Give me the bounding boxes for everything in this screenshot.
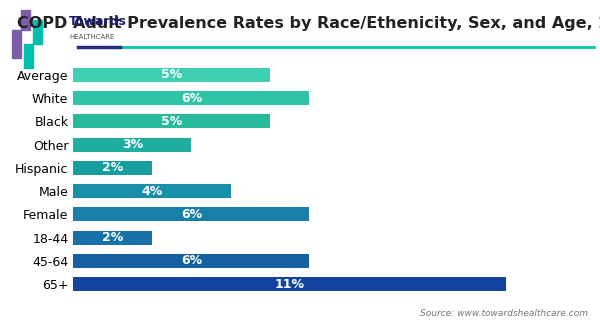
Bar (73, 277, 506, 291)
Bar (73, 114, 270, 128)
Text: COPD Adult Prevalence Rates by Race/Ethenicity, Sex, and Age, 2020: COPD Adult Prevalence Rates by Race/Ethe… (17, 16, 600, 31)
Text: 5%: 5% (161, 69, 182, 82)
Text: 4%: 4% (142, 185, 163, 198)
Text: Towards: Towards (69, 15, 127, 28)
Text: 6%: 6% (181, 92, 202, 105)
Bar (73, 161, 152, 175)
Bar (73, 231, 152, 245)
Polygon shape (12, 10, 29, 58)
Bar (73, 254, 310, 268)
Text: Source: www.towardshealthcare.com: Source: www.towardshealthcare.com (420, 309, 588, 318)
Text: 6%: 6% (181, 254, 202, 267)
Text: 2%: 2% (102, 231, 123, 244)
Polygon shape (24, 20, 43, 68)
Bar (73, 91, 310, 105)
Text: 3%: 3% (122, 138, 143, 151)
Text: 2%: 2% (102, 162, 123, 175)
Bar (73, 68, 270, 82)
Text: 6%: 6% (181, 208, 202, 221)
Text: HEALTHCARE: HEALTHCARE (69, 34, 115, 40)
Text: 5%: 5% (161, 115, 182, 128)
Bar (73, 138, 191, 152)
Bar (73, 184, 231, 198)
Text: 11%: 11% (275, 278, 305, 291)
Bar (73, 207, 310, 221)
